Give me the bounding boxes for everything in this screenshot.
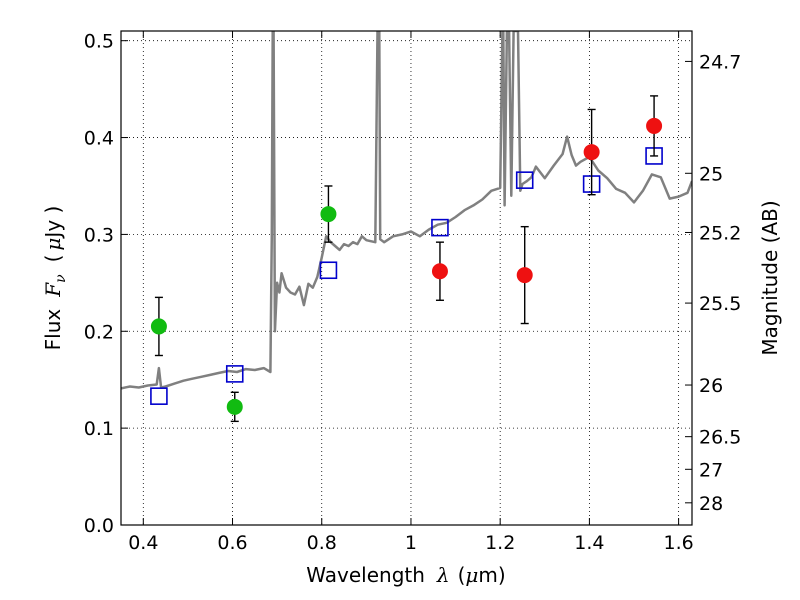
y2-tick-label: 25 bbox=[699, 163, 723, 185]
y-tick-label: 0.4 bbox=[84, 128, 114, 150]
x-tick-label: 1 bbox=[405, 532, 417, 554]
x-axis-title-text: Wavelength bbox=[306, 563, 425, 587]
y-axis-unit-rest: Jy ) bbox=[41, 206, 65, 240]
y2-tick-label: 28 bbox=[699, 493, 723, 515]
tick-marks bbox=[121, 31, 692, 526]
x-tick-label: 1.4 bbox=[574, 532, 604, 554]
y-axis-unit-mu: μ bbox=[41, 238, 65, 251]
model-square-point bbox=[150, 387, 168, 405]
y-axis-symbol: F bbox=[41, 282, 65, 298]
markers-layer bbox=[150, 95, 663, 423]
y2-tick-label: 26 bbox=[699, 375, 723, 397]
spectrum-layer bbox=[121, 31, 692, 390]
y-axis-subscript: ν bbox=[53, 274, 69, 283]
green-data-point bbox=[226, 398, 243, 415]
y-axis-title: Flux Fν ( μJy ) bbox=[41, 206, 69, 351]
spectrum-line bbox=[121, 31, 692, 390]
model-square-point bbox=[225, 365, 244, 383]
x-tick-label: 0.4 bbox=[128, 532, 158, 554]
model-square-point bbox=[515, 171, 534, 189]
y2-tick-label: 26.5 bbox=[699, 427, 741, 449]
y-axis-title-text: Flux bbox=[41, 309, 65, 351]
green-data-point bbox=[150, 318, 167, 335]
model-square-point bbox=[319, 261, 338, 280]
y-tick-label: 0.5 bbox=[84, 31, 114, 53]
x-tick-label: 1.6 bbox=[664, 532, 694, 554]
x-axis-title: Wavelength λ (μm) bbox=[306, 563, 505, 587]
x-axis-unit-open: ( bbox=[458, 563, 466, 587]
model-square-point bbox=[431, 218, 449, 237]
x-axis-unit-rest: m) bbox=[478, 563, 505, 587]
y2-axis-title: Magnitude (AB) bbox=[758, 200, 782, 355]
y2-tick-label: 27 bbox=[699, 459, 723, 481]
y-tick-label: 0.1 bbox=[84, 418, 114, 440]
red-data-point bbox=[583, 144, 600, 161]
plot-frame bbox=[120, 30, 693, 526]
y-tick-label: 0.3 bbox=[84, 224, 114, 246]
y2-tick-label: 24.7 bbox=[699, 51, 741, 73]
x-axis-unit-mu: μ bbox=[465, 563, 478, 587]
y2-tick-label: 25.2 bbox=[699, 222, 741, 244]
x-axis-lambda: λ bbox=[436, 563, 450, 587]
green-data-point bbox=[320, 206, 337, 223]
y-tick-label: 0.2 bbox=[84, 321, 114, 343]
tick-labels: 0.4 0.6 0.8 1 1.2 1.4 1.6 0.0 0.1 0.2 0.3 0.4 0.5 24.… bbox=[84, 31, 742, 554]
x-tick-label: 0.6 bbox=[217, 532, 247, 554]
y-tick-label: 0.0 bbox=[84, 515, 114, 537]
red-data-point bbox=[516, 267, 533, 284]
red-data-point bbox=[646, 117, 663, 134]
y-axis-unit-open: ( bbox=[41, 255, 65, 263]
y2-tick-label: 25.5 bbox=[699, 293, 741, 315]
red-data-point bbox=[431, 263, 448, 280]
x-tick-label: 0.8 bbox=[307, 532, 337, 554]
grid-lines bbox=[121, 31, 692, 525]
x-tick-label: 1.2 bbox=[485, 532, 515, 554]
